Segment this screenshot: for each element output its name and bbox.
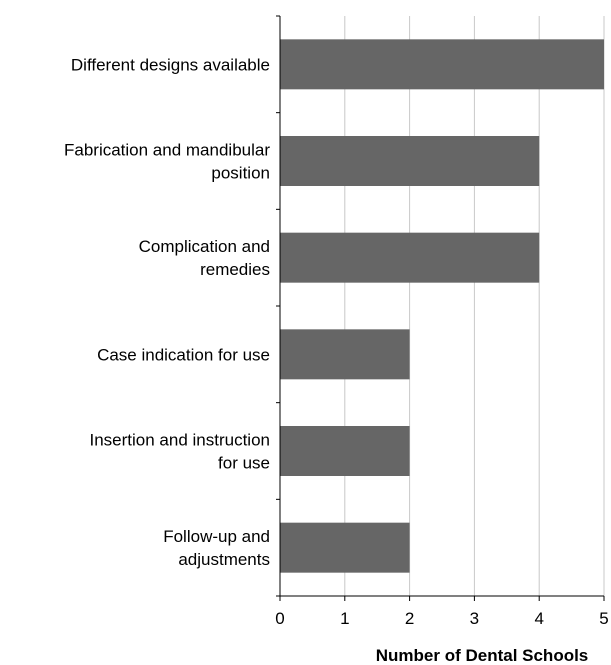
category-label-line: remedies [200,260,270,279]
x-tick-label: 5 [599,609,608,628]
category-labels: Different designs available Fabrication a… [64,55,270,569]
x-axis-title: Number of Dental Schools [376,646,589,665]
category-label: Complication and remedies [139,237,270,279]
x-tick-label: 1 [340,609,349,628]
category-label-line: Follow-up and [163,527,270,546]
gridlines [344,16,605,596]
category-label-line: position [211,164,270,183]
category-label-line: Case indication for use [97,345,270,364]
bar [280,522,410,573]
x-tick-label: 4 [534,609,543,628]
category-label: Follow-up and adjustments [163,527,270,569]
bar [280,39,604,90]
category-label-line: adjustments [178,550,270,569]
axes [276,15,605,601]
bar [280,232,540,283]
bar [280,329,410,380]
category-label-line: Fabrication and mandibular [64,141,270,160]
category-label: Insertion and instruction for use [90,431,271,473]
category-label-line: for use [218,454,270,473]
bar [280,426,410,476]
x-tick-label: 3 [470,609,479,628]
category-label-line: Complication and [139,237,270,256]
x-tick-labels: 0 1 2 3 4 5 [275,609,608,628]
category-label: Different designs available [71,55,270,74]
category-label: Fabrication and mandibular position [64,141,270,183]
category-label-line: Insertion and instruction [90,431,271,450]
category-label-line: Different designs available [71,55,270,74]
bars [280,39,604,573]
category-label: Case indication for use [97,345,270,364]
x-tick-label: 2 [405,609,414,628]
bar [280,136,540,186]
x-tick-label: 0 [275,609,284,628]
